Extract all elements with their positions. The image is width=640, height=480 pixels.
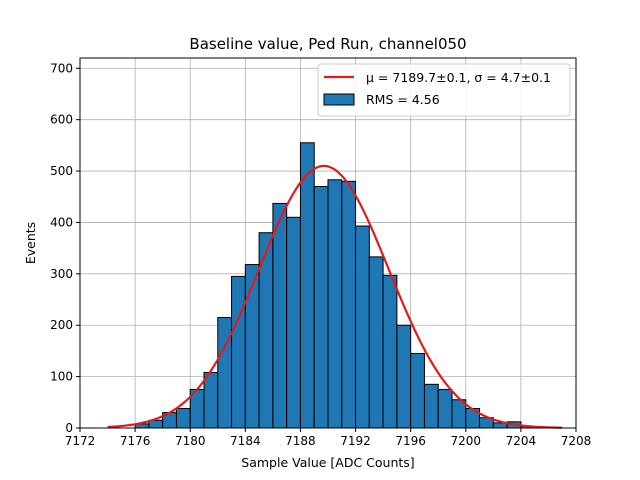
x-tick-label: 7188 [285,434,316,448]
legend: μ = 7189.7±0.1, σ = 4.7±0.1 RMS = 4.56 [317,63,571,117]
histogram-bar [286,216,301,429]
legend-fit-label: μ = 7189.7±0.1, σ = 4.7±0.1 [366,70,551,85]
histogram-bar [382,274,398,429]
gaussian-fit [107,164,563,429]
y-tick-label: 200 [50,318,73,332]
legend-histogram-label: RMS = 4.56 [366,92,440,107]
x-axis-ticks: 7172 7176 7180 7184 7188 7192 7196 7200 7204 7208 [65,428,592,448]
histogram-bar [299,142,315,429]
y-tick-label: 300 [50,267,73,281]
histogram-bar [217,317,233,429]
chart-title: Baseline value, Ped Run, channel050 [189,35,466,53]
y-axis-label: Events [23,222,38,264]
x-tick-label: 7192 [340,434,371,448]
x-tick-label: 7180 [175,434,206,448]
histogram-bar [396,324,412,429]
x-tick-label: 7172 [65,434,96,448]
x-tick-label: 7184 [230,434,261,448]
legend-box [317,63,571,117]
histogram-bar [327,179,343,429]
histogram-bar [175,407,191,429]
x-tick-label: 7176 [120,434,151,448]
x-tick-label: 7200 [451,434,482,448]
y-axis-ticks: 0 100 200 300 400 500 600 700 [50,61,80,435]
legend-histogram-swatch [323,93,355,106]
x-tick-label: 7196 [395,434,426,448]
fit-curve [107,164,563,429]
histogram-bar [244,264,260,429]
plot-frame [79,57,577,429]
x-tick-label: 7204 [506,434,537,448]
x-axis-label: Sample Value [ADC Counts] [241,455,414,470]
histogram-bar [355,225,370,429]
histogram-bar [313,185,329,429]
y-tick-label: 700 [50,61,73,75]
y-tick-label: 100 [50,370,73,384]
y-tick-label: 500 [50,164,73,178]
y-tick-label: 0 [65,421,73,435]
histogram-bar [368,256,384,429]
histogram-bar [437,388,453,429]
x-tick-label: 7208 [561,434,592,448]
histogram-bar [231,275,246,429]
y-tick-label: 400 [50,215,73,229]
histogram-bar [341,180,357,429]
histogram-bar [203,372,219,429]
histogram-bars [134,142,549,429]
histogram-bar [272,202,288,429]
histogram-bar [423,383,439,429]
histogram-bar [410,352,425,429]
y-tick-label: 600 [50,113,73,127]
